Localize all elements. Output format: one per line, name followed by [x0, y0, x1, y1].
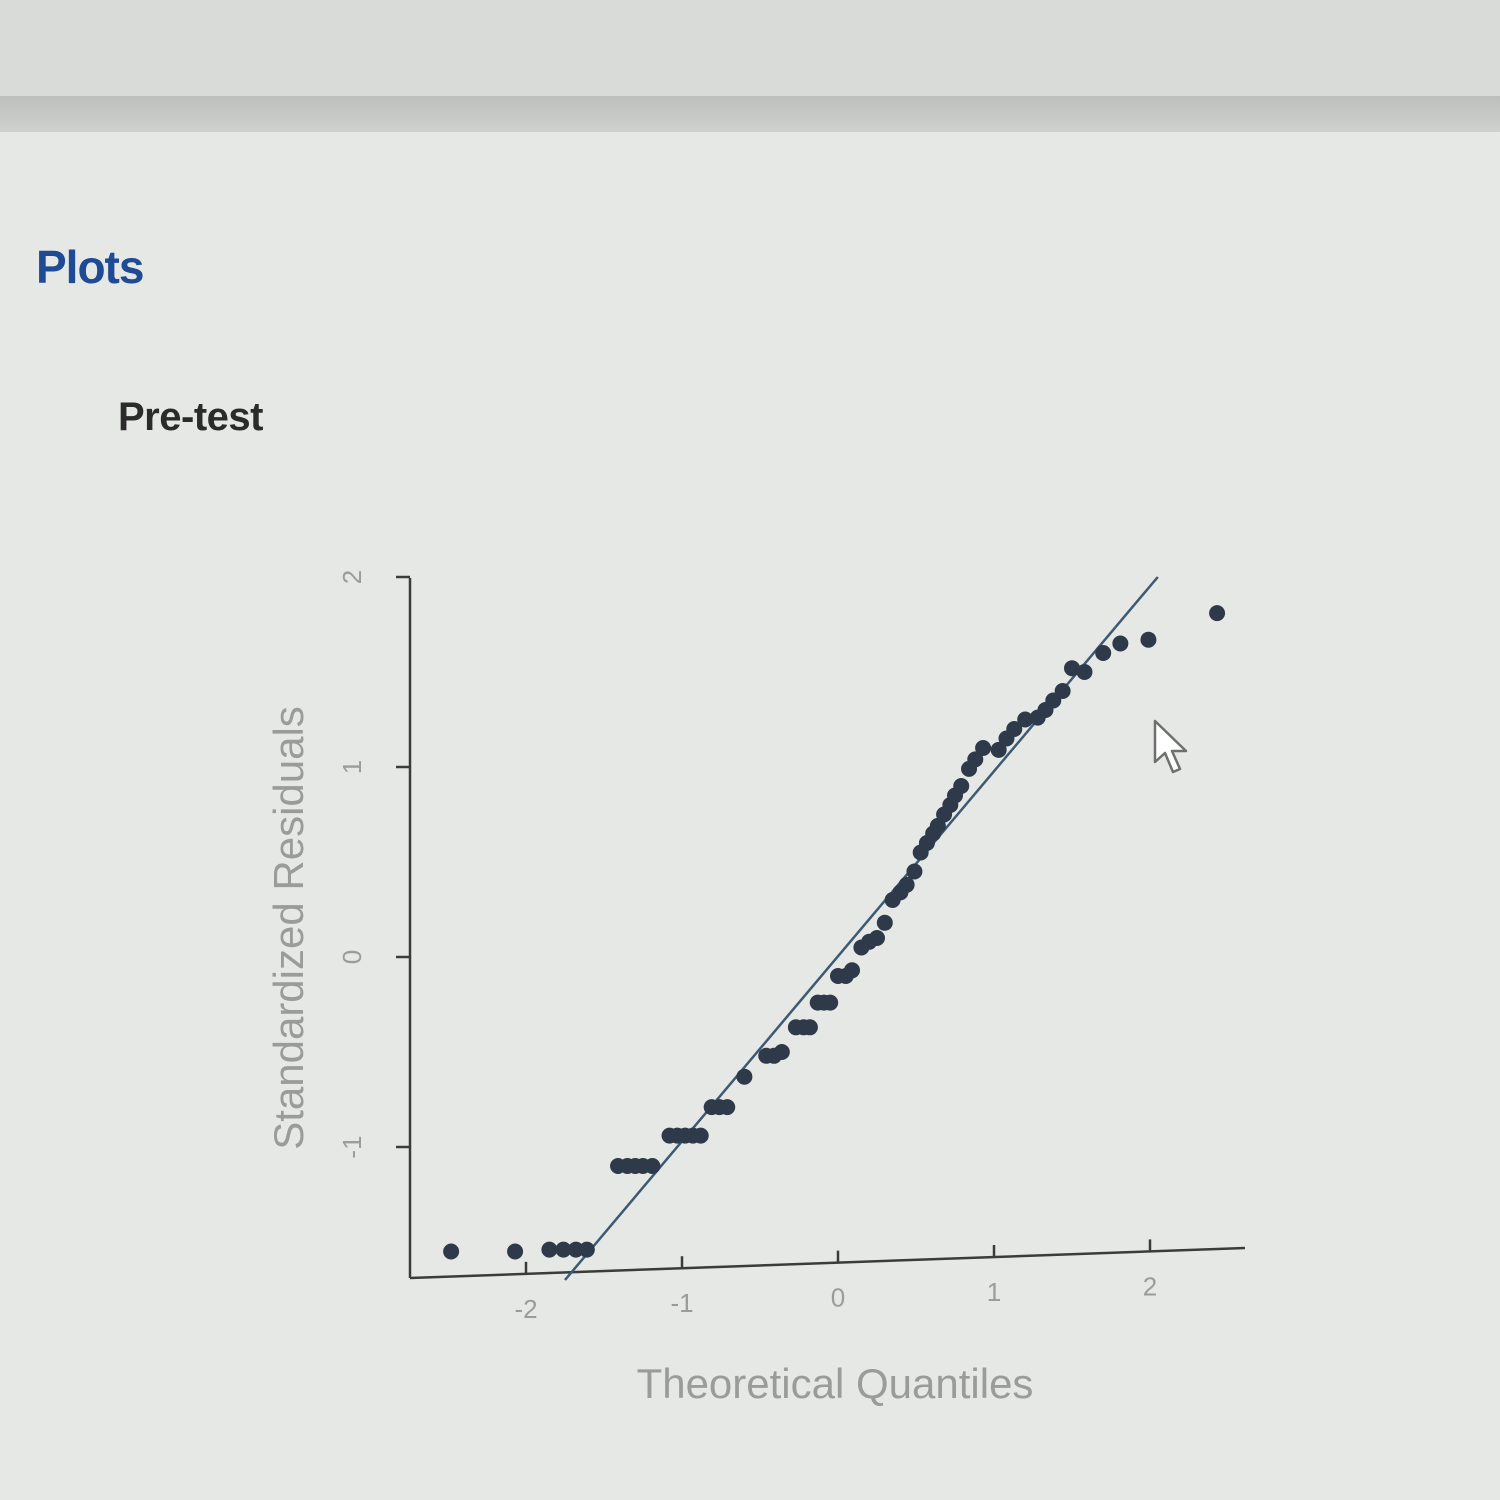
data-point-51: [990, 741, 1007, 758]
x-tick-label-4: 2: [1143, 1271, 1157, 1301]
data-point-62: [1112, 635, 1129, 652]
data-point-54: [1017, 711, 1034, 728]
data-point-35: [876, 914, 893, 931]
data-point-59: [1064, 660, 1080, 677]
x-tick-label-3: 1: [987, 1277, 1001, 1307]
data-point-61: [1095, 645, 1112, 661]
data-point-50: [975, 740, 992, 756]
reference-line-group: [564, 576, 1159, 1281]
data-point-1: [507, 1243, 524, 1260]
x-tick-label-2: 0: [831, 1283, 845, 1313]
y-tick-label-1: 0: [337, 950, 367, 964]
data-point-5: [578, 1241, 595, 1258]
data-point-64: [1209, 605, 1226, 622]
data-point-3: [555, 1241, 572, 1258]
data-point-34: [869, 930, 885, 946]
data-point-2: [541, 1241, 558, 1258]
plot-axes: -1 0 1 2 -2 -1 0 1 2: [337, 570, 1246, 1324]
reference-line: [564, 576, 1159, 1281]
data-point-39: [906, 863, 923, 880]
data-point-58: [1054, 683, 1071, 699]
x-tick-label-1: -1: [670, 1288, 693, 1318]
x-tick-label-0: -2: [514, 1294, 537, 1324]
data-point-49: [967, 751, 984, 768]
data-point-53: [1006, 721, 1023, 737]
y-tick-label-3: 2: [337, 570, 367, 584]
data-point-25: [801, 1019, 818, 1036]
data-point-31: [844, 962, 861, 979]
data-point-10: [644, 1158, 661, 1174]
top-rule: [0, 96, 1500, 132]
data-point-60: [1076, 664, 1093, 680]
section-title: Plots: [36, 241, 144, 293]
data-point-19: [736, 1068, 753, 1085]
plot-subtitle: Pre-test: [118, 395, 263, 439]
data-point-18: [719, 1099, 736, 1116]
mouse-cursor-icon: [1153, 719, 1188, 774]
data-point-38: [898, 876, 915, 893]
data-point-63: [1140, 631, 1157, 648]
points-group: [443, 605, 1226, 1260]
y-tick-label-2: 1: [337, 760, 367, 774]
x-axis-line: [409, 1246, 1246, 1280]
top-band: [0, 0, 1500, 96]
data-point-22: [773, 1044, 790, 1060]
data-point-47: [953, 778, 970, 794]
data-point-15: [692, 1127, 709, 1144]
y-axis-title: Standardized Residuals: [265, 706, 312, 1150]
data-point-28: [822, 994, 839, 1011]
x-axis-title: Theoretical Quantiles: [637, 1360, 1034, 1407]
y-tick-label-0: -1: [337, 1135, 367, 1158]
data-point-0: [443, 1243, 460, 1260]
